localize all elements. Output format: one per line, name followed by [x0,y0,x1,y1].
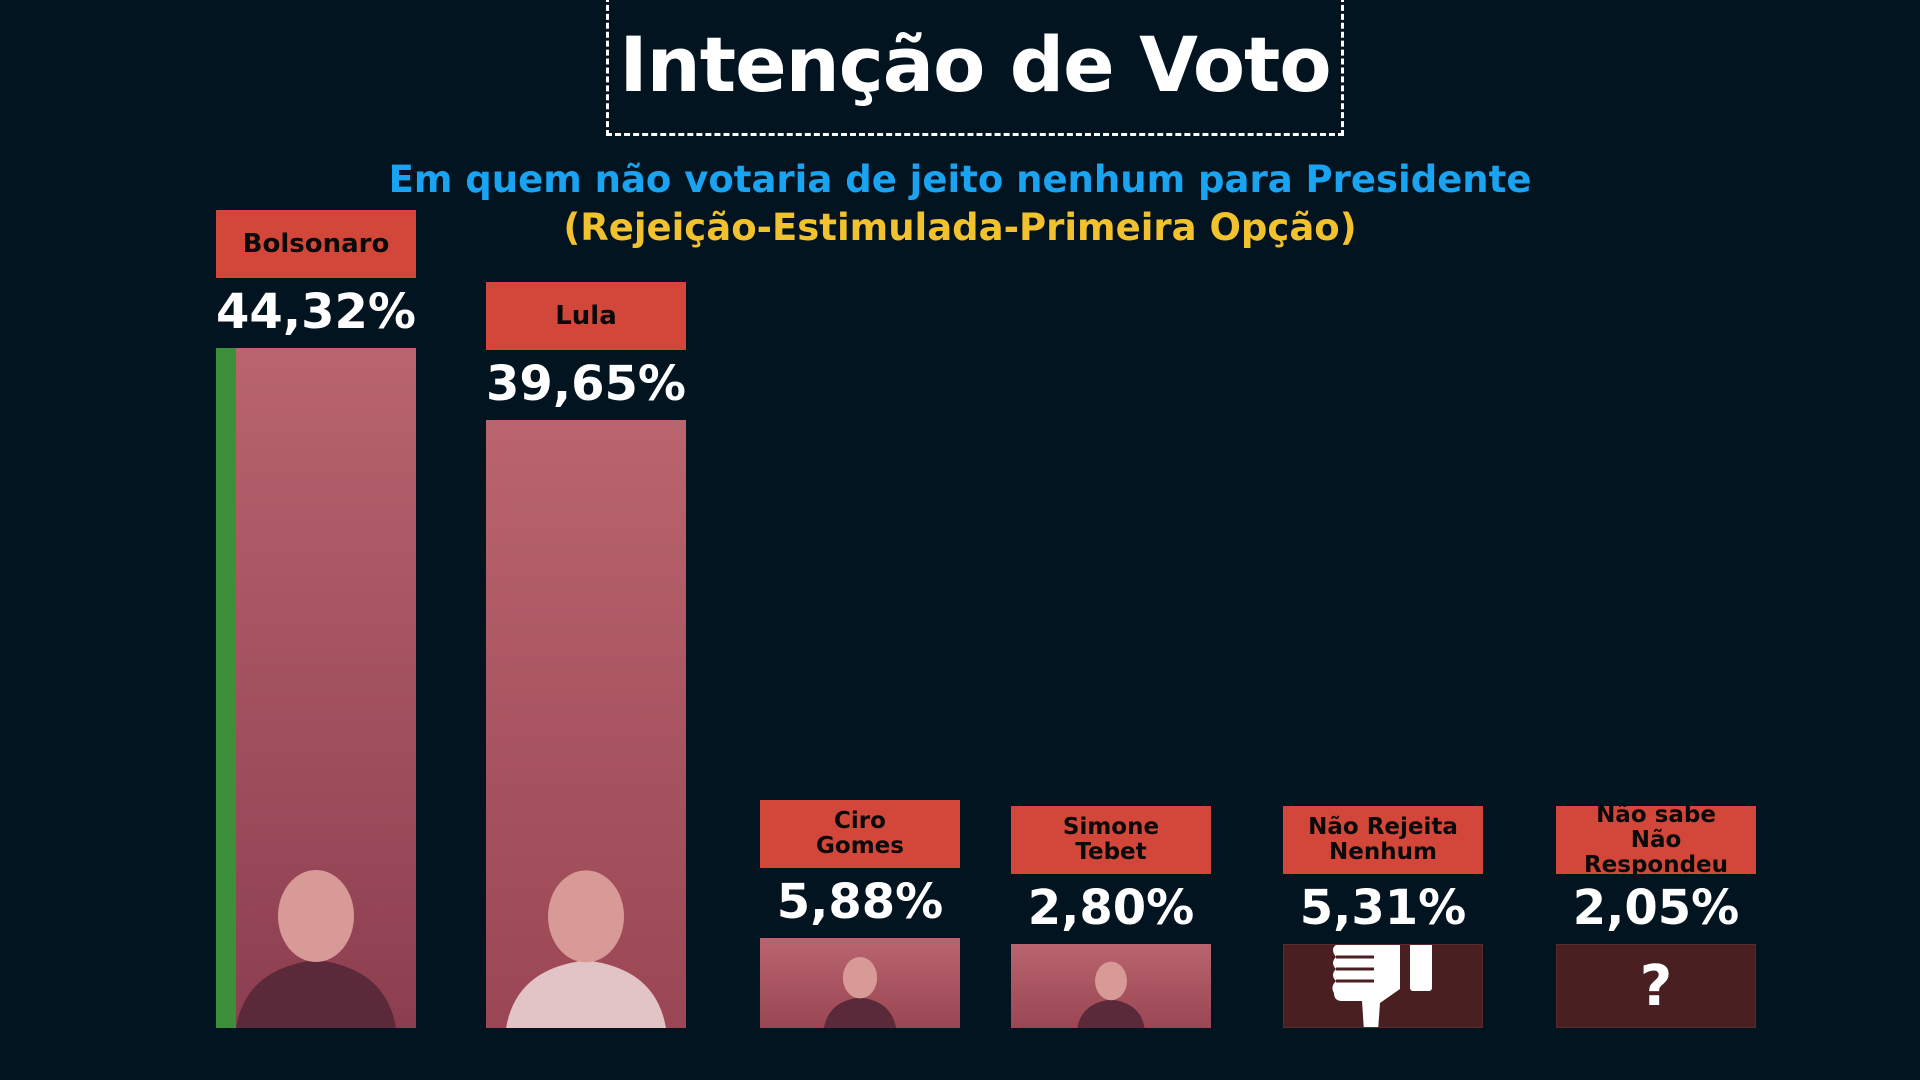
value-label-ciro-gomes: 5,88% [776,873,944,930]
value-label-nao-rejeita-nenhum: 5,31% [1299,880,1467,936]
category-label-simone-tebet: Simone Tebet [1011,806,1211,874]
question-mark-icon: ? [1639,953,1673,1019]
category-label-nao-rejeita-nenhum: Não Rejeita Nenhum [1283,806,1483,874]
bar-bolsonaro [216,348,416,1028]
title-box: Intenção de Voto [606,0,1344,136]
category-label-bolsonaro: Bolsonaro [216,210,416,278]
bar-nao-sabe-nao-respondeu: ? [1556,944,1756,1028]
bar-nao-rejeita-nenhum [1283,944,1483,1028]
bar-ciro-gomes [760,937,960,1028]
person-photo-placeholder [823,956,897,1028]
subtitle-line-1: Em quem não votaria de jeito nenhum para… [388,158,1532,201]
page-title: Intenção de Voto [619,20,1331,109]
bar-lula [486,419,686,1028]
person-photo-placeholder [506,869,666,1028]
person-photo-placeholder [236,870,396,1028]
bar-simone-tebet [1011,944,1211,1028]
value-label-bolsonaro: 44,32% [216,284,416,340]
thumbs-down-icon [1332,945,1432,1027]
value-label-nao-sabe-nao-respondeu: 2,05% [1572,880,1740,936]
category-label-nao-sabe-nao-respondeu: Não sabe Não Respondeu [1556,802,1756,877]
value-label-lula: 39,65% [486,355,686,412]
value-label-simone-tebet: 2,80% [1027,880,1195,936]
person-photo-placeholder [1077,961,1145,1028]
category-label-ciro-gomes: Ciro Gomes [760,799,960,868]
subtitle-line-2: (Rejeição-Estimulada-Primeira Opção) [563,206,1357,249]
category-label-lula: Lula [486,281,686,350]
